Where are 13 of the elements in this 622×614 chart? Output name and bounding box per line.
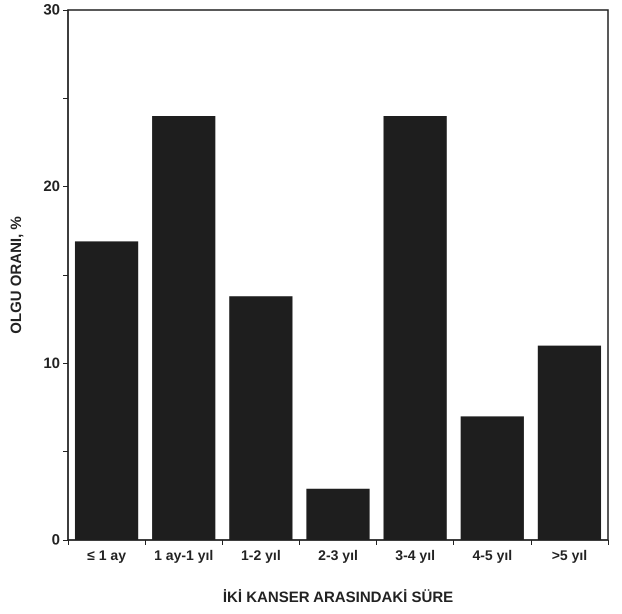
- y-tick-label: 10: [43, 354, 60, 372]
- x-tick-label: ≤ 1 ay: [87, 547, 126, 563]
- x-tick-label: 3-4 yıl: [395, 547, 435, 563]
- y-tick-label: 0: [52, 532, 60, 548]
- x-tick-label: 1-2 yıl: [241, 547, 281, 563]
- x-tick-label: 4-5 yıl: [472, 547, 512, 563]
- y-tick-label: 30: [43, 2, 60, 18]
- x-tick-label: 1 ay-1 yıl: [154, 547, 214, 563]
- x-tick-label: >5 yıl: [552, 547, 588, 563]
- y-tick-label: 20: [43, 178, 60, 196]
- y-axis-title: OLGU ORANI, %: [8, 216, 25, 334]
- x-tick-label: 2-3 yıl: [318, 547, 358, 563]
- x-axis-title: İKİ KANSER ARASINDAKİ SÜRE: [222, 589, 454, 606]
